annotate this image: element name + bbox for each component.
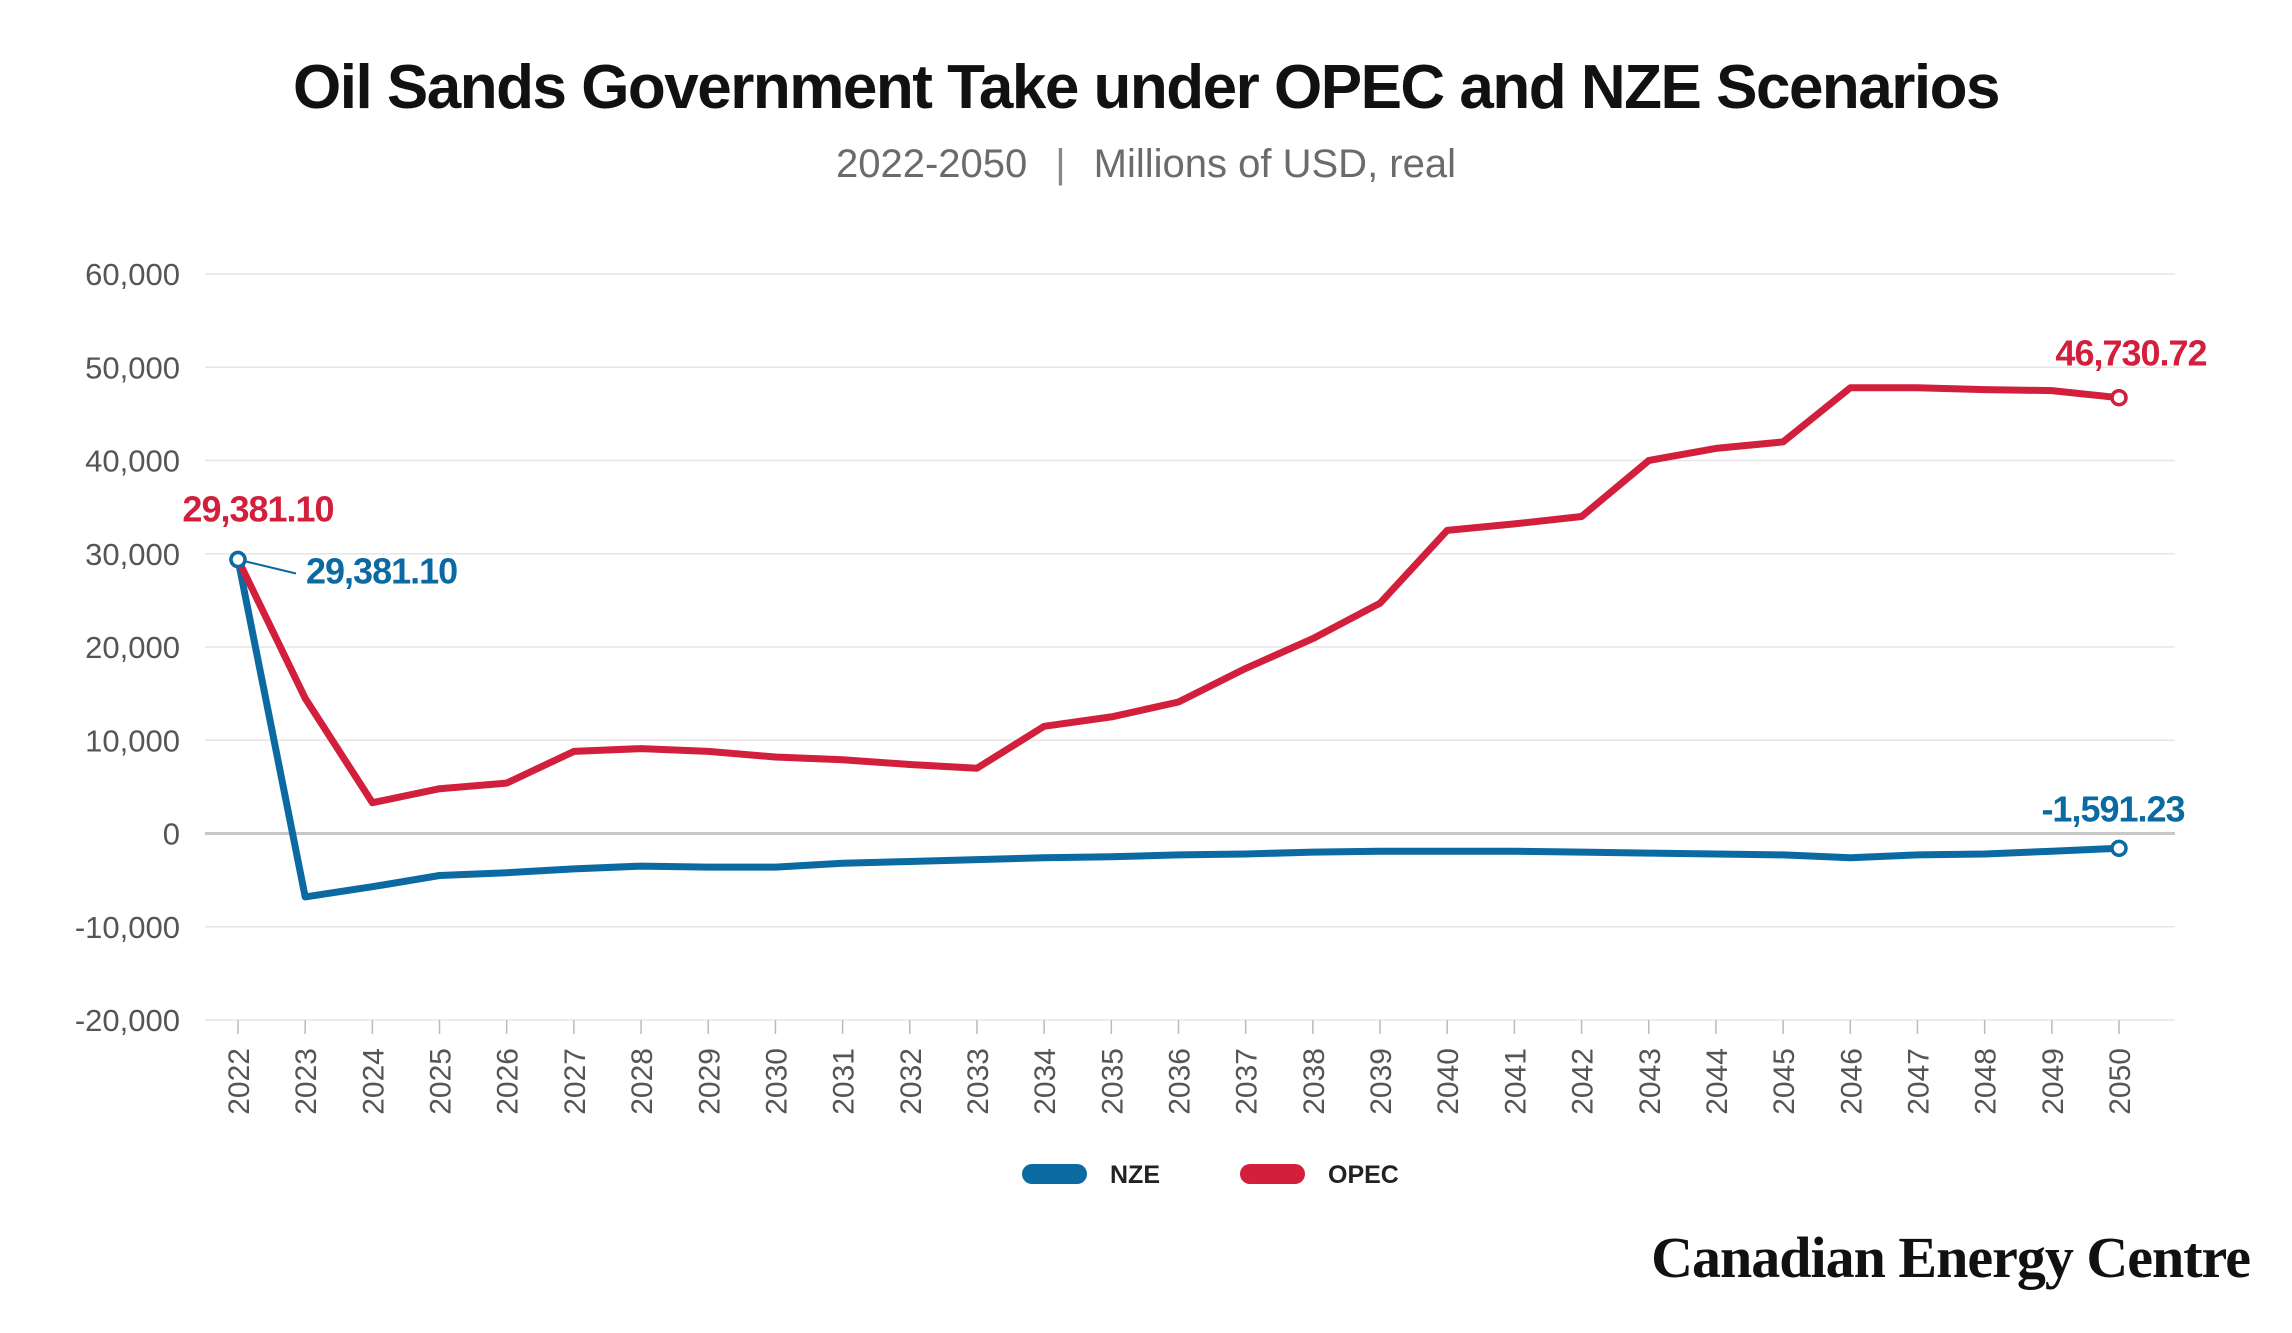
x-tick-label: 2039 — [1365, 1048, 1398, 1115]
endpoint-marker-nze — [229, 550, 247, 569]
y-tick-label: 30,000 — [85, 537, 180, 572]
x-tick-label: 2040 — [1432, 1048, 1465, 1115]
subtitle-units: Millions of USD, real — [1093, 142, 1456, 186]
data-label-opec-2050: 46,730.72 — [2055, 333, 2206, 374]
x-tick-label: 2049 — [2037, 1048, 2070, 1115]
x-tick-label: 2024 — [357, 1048, 390, 1115]
endpoint-marker-nze — [2110, 839, 2128, 858]
y-tick-label: 40,000 — [85, 444, 180, 479]
x-tick-label: 2025 — [425, 1048, 458, 1115]
series-lines — [229, 384, 2128, 901]
x-tick-label: 2032 — [895, 1048, 928, 1115]
x-tick-label: 2036 — [1164, 1048, 1197, 1115]
x-tick-label: 2047 — [1902, 1048, 1935, 1115]
x-tick-label: 2043 — [1634, 1048, 1667, 1115]
annotation-leader-line — [245, 560, 297, 575]
x-axis-ticks: 2022 2023 2024 2025 2026 2027 2028 2029 2030 2031… — [223, 1020, 2137, 1115]
legend: NZE OPEC — [1022, 1161, 1399, 1189]
y-tick-label: 50,000 — [85, 350, 180, 385]
subtitle-separator: | — [1055, 142, 1066, 186]
data-label-opec-2022: 29,381.10 — [182, 489, 333, 530]
chart-title: Oil Sands Government Take under OPEC and… — [293, 53, 2000, 122]
x-tick-label: 2046 — [1835, 1048, 1868, 1115]
x-tick-label: 2023 — [290, 1048, 323, 1115]
y-tick-label: 0 — [163, 817, 180, 852]
x-tick-label: 2027 — [559, 1048, 592, 1115]
series-line-opec — [234, 384, 2123, 807]
x-tick-label: 2037 — [1231, 1048, 1264, 1115]
x-tick-label: 2050 — [2104, 1048, 2137, 1115]
x-tick-label: 2048 — [1970, 1048, 2003, 1115]
x-tick-label: 2044 — [1701, 1048, 1734, 1115]
subtitle-period: 2022-2050 — [835, 142, 1028, 186]
x-tick-label: 2042 — [1567, 1048, 1600, 1115]
y-tick-label: -20,000 — [75, 1003, 180, 1038]
legend-label-opec: OPEC — [1328, 1161, 1399, 1189]
gridlines — [205, 273, 2175, 1021]
y-tick-label: -10,000 — [75, 910, 180, 945]
x-tick-label: 2026 — [492, 1048, 525, 1115]
x-tick-label: 2022 — [223, 1048, 256, 1115]
x-tick-label: 2029 — [693, 1048, 726, 1115]
series-line-nze — [234, 556, 2123, 901]
x-tick-label: 2033 — [962, 1048, 995, 1115]
y-axis-ticks: -20,000 -10,000 0 10,000 20,000 30,000 40,000 5… — [75, 257, 180, 1038]
x-tick-label: 2031 — [828, 1048, 861, 1115]
x-tick-label: 2028 — [626, 1048, 659, 1115]
data-annotations: 29,381.10 29,381.10 46,730.72 -1,591.23 — [182, 333, 2207, 830]
chart-subtitle: 2022-2050 | Millions of USD, real — [0, 142, 2292, 187]
endpoint-marker-opec — [2110, 388, 2128, 407]
y-tick-label: 60,000 — [85, 257, 180, 292]
x-tick-label: 2038 — [1298, 1048, 1331, 1115]
data-label-nze-2050: -1,591.23 — [2041, 788, 2184, 829]
data-label-nze-2022: 29,381.10 — [306, 551, 457, 592]
y-tick-label: 20,000 — [85, 630, 180, 665]
y-tick-label: 10,000 — [85, 723, 180, 758]
x-tick-label: 2045 — [1768, 1048, 1801, 1115]
legend-label-nze: NZE — [1110, 1161, 1160, 1189]
x-tick-label: 2035 — [1096, 1048, 1129, 1115]
x-tick-label: 2030 — [760, 1048, 793, 1115]
brand-logo-text: Canadian Energy Centre — [1651, 1225, 2251, 1290]
x-tick-label: 2041 — [1499, 1048, 1532, 1115]
x-tick-label: 2034 — [1029, 1048, 1062, 1115]
